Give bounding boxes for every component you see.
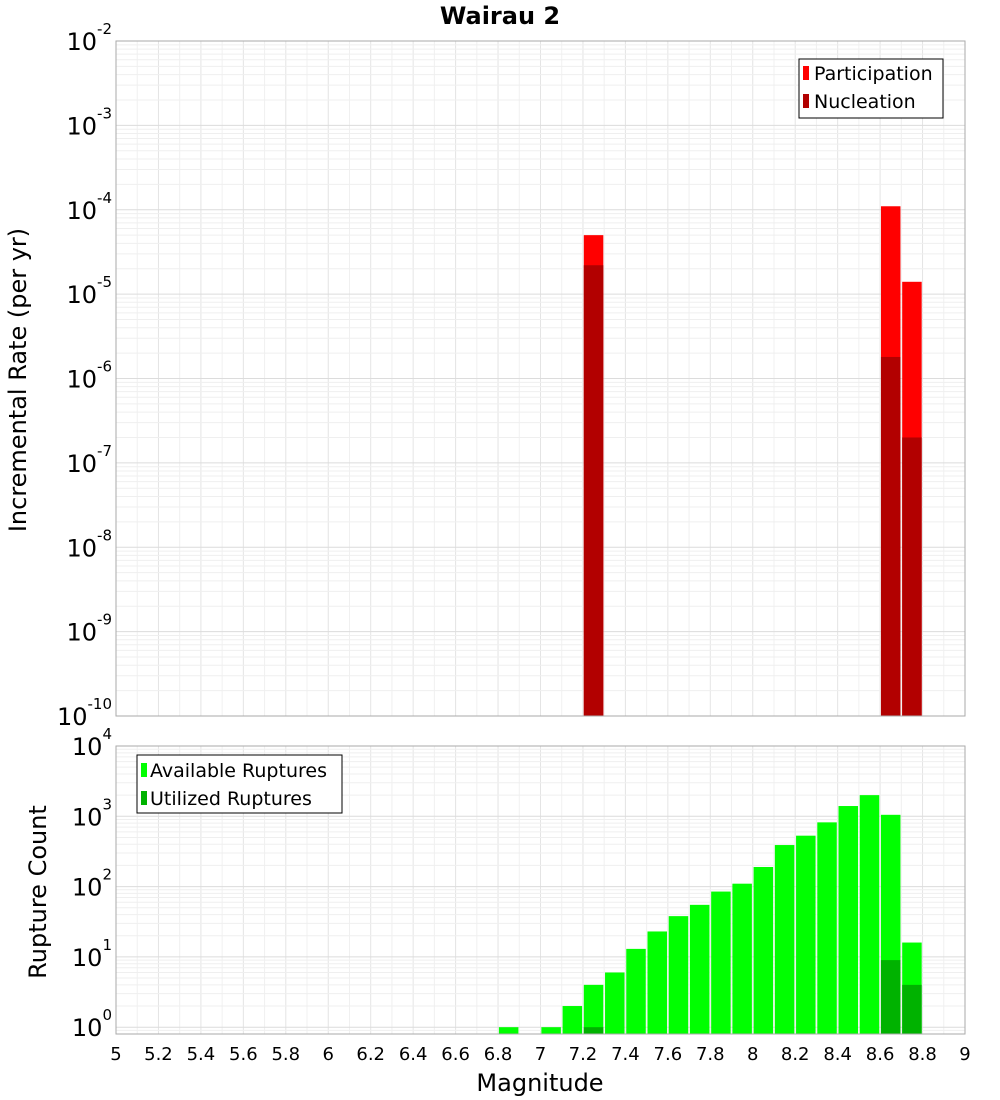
bar-available-ruptures [605, 972, 625, 1034]
bar-nucleation [880, 356, 901, 716]
x-tick-label: 8 [747, 1044, 758, 1065]
bar-available-ruptures [647, 931, 667, 1034]
x-tick-label: 7 [535, 1044, 546, 1065]
bar-available-ruptures [668, 916, 689, 1034]
x-tick-label: 6.6 [441, 1044, 470, 1065]
bottom-y-axis-title: Rupture Count [24, 805, 52, 979]
x-tick-label: 9 [959, 1044, 970, 1065]
top-plot-border [115, 40, 966, 717]
bottom-legend-box [136, 754, 343, 814]
bar-available-ruptures [774, 845, 795, 1034]
x-tick-label: 7.2 [569, 1044, 598, 1065]
x-tick-label: 6.4 [399, 1044, 428, 1065]
x-tick-label: 6.2 [356, 1044, 385, 1065]
bottom-panel: 100 101 102 103 104 5 5.2 5.4 5.6 5.8 6 6.2 6.4 6.6 6… [24, 725, 971, 1097]
x-tick-label: 5.8 [271, 1044, 300, 1065]
x-tick-label: 8.6 [866, 1044, 895, 1065]
bottom-y-tick-labels: 100 101 102 103 104 [72, 725, 112, 1042]
bar-available-ruptures [541, 1027, 561, 1034]
x-tick-label: 8.2 [781, 1044, 810, 1065]
x-tick-label: 7.6 [654, 1044, 683, 1065]
x-tick-label: 6 [323, 1044, 334, 1065]
bottom-bars [498, 795, 922, 1034]
legend-swatch-nucleation [803, 94, 809, 108]
x-axis-title: Magnitude [476, 1069, 603, 1097]
x-tick-label: 5.4 [187, 1044, 216, 1065]
bar-available-ruptures [583, 984, 604, 1034]
bar-utilized-ruptures [583, 1027, 604, 1034]
bar-available-ruptures [562, 1006, 583, 1034]
y-tick-label: 10-6 [66, 358, 112, 394]
bar-nucleation [583, 265, 604, 716]
y-tick-label: 10-3 [66, 104, 112, 140]
legend-swatch-available-ruptures [141, 763, 147, 777]
top-legend: Participation Nucleation [798, 58, 944, 119]
x-tick-label: 5.6 [229, 1044, 258, 1065]
bottom-legend: Available Ruptures Utilized Ruptures [136, 754, 343, 814]
chart-title: Wairau 2 [440, 2, 560, 30]
bar-utilized-ruptures [902, 984, 922, 1034]
x-tick-label: 8.4 [823, 1044, 852, 1065]
bar-available-ruptures [796, 835, 816, 1034]
legend-swatch-utilized-ruptures [141, 791, 147, 805]
bar-available-ruptures [753, 866, 774, 1034]
bar-available-ruptures [838, 806, 859, 1034]
bar-available-ruptures [711, 891, 731, 1034]
y-tick-label: 10-8 [66, 526, 112, 562]
legend-label-utilized-ruptures: Utilized Ruptures [150, 788, 312, 810]
y-tick-label: 10-7 [66, 442, 112, 478]
y-tick-label: 102 [72, 866, 112, 902]
bar-available-ruptures [689, 904, 710, 1034]
x-tick-label: 5.2 [144, 1044, 173, 1065]
bar-utilized-ruptures [880, 960, 901, 1034]
bar-available-ruptures [859, 795, 880, 1034]
y-tick-label: 10-4 [66, 189, 112, 225]
y-tick-label: 10-5 [66, 273, 112, 309]
top-bars [583, 206, 922, 716]
top-y-tick-labels: 10-10 10-9 10-8 10-7 10-6 10-5 10-4 10-3 10-2 [57, 20, 112, 731]
top-y-axis-title: Incremental Rate (per yr) [4, 228, 32, 532]
bar-available-ruptures [732, 883, 752, 1034]
top-panel: 10-10 10-9 10-8 10-7 10-6 10-5 10-4 10-3 10-2 In… [4, 20, 966, 731]
bar-nucleation [902, 437, 922, 716]
x-tick-label: 7.4 [611, 1044, 640, 1065]
legend-label-nucleation: Nucleation [814, 91, 916, 113]
x-tick-label: 6.8 [484, 1044, 513, 1065]
x-tick-label: 5 [110, 1044, 121, 1065]
y-tick-label: 10-9 [66, 611, 112, 647]
y-tick-label: 100 [72, 1006, 112, 1042]
y-tick-label: 10-2 [66, 20, 112, 56]
bottom-plot-border [115, 745, 966, 1035]
bar-available-ruptures [498, 1027, 519, 1034]
y-tick-label: 103 [72, 795, 112, 831]
x-tick-labels: 5 5.2 5.4 5.6 5.8 6 6.2 6.4 6.6 6.8 7 7.2 7.4 7.6 7.8 8… [110, 1044, 970, 1065]
top-grid [115, 40, 966, 717]
y-tick-label: 104 [72, 725, 112, 761]
legend-label-available-ruptures: Available Ruptures [150, 760, 327, 782]
legend-swatch-participation [803, 66, 809, 80]
y-tick-label: 10-10 [57, 695, 112, 731]
x-tick-label: 8.8 [908, 1044, 937, 1065]
top-legend-box [798, 58, 944, 119]
bar-available-ruptures [626, 948, 646, 1034]
y-tick-label: 101 [72, 936, 112, 972]
bar-available-ruptures [817, 822, 837, 1034]
legend-label-participation: Participation [814, 63, 933, 85]
x-tick-label: 7.8 [696, 1044, 725, 1065]
